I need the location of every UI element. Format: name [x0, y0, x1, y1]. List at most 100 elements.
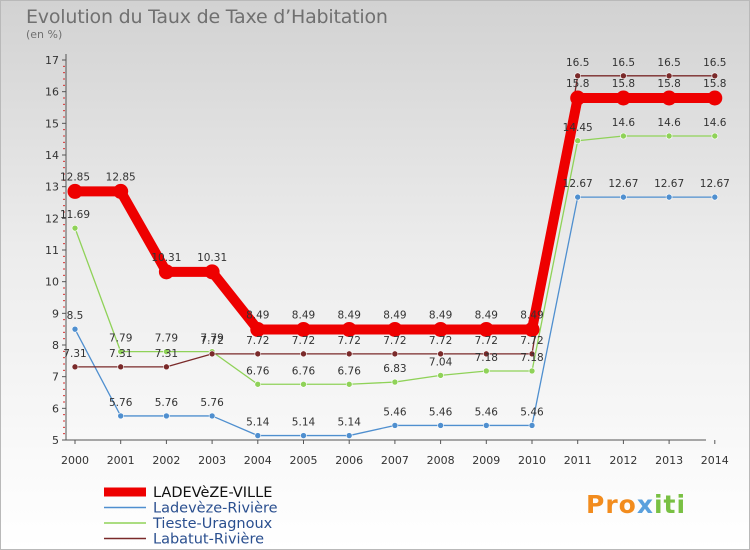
legend-label: Tieste-Uragnoux — [152, 516, 273, 532]
data-point — [528, 350, 536, 358]
data-point — [113, 183, 129, 199]
data-label: 7.31 — [155, 348, 178, 360]
data-point — [254, 432, 262, 439]
data-point — [437, 372, 444, 379]
data-label: 15.8 — [566, 78, 589, 90]
data-label: 10.31 — [151, 252, 181, 264]
chart-unit: (en %) — [26, 28, 63, 41]
data-point — [300, 350, 307, 358]
data-label: 8.49 — [383, 309, 406, 321]
data-point — [615, 90, 631, 106]
data-label: 6.76 — [338, 365, 362, 377]
y-tick-label: 10 — [45, 276, 59, 289]
data-point — [345, 350, 353, 358]
data-point — [71, 325, 79, 333]
data-point — [665, 193, 673, 201]
y-tick-label: 8 — [52, 339, 59, 352]
data-label: 7.72 — [246, 335, 269, 347]
data-label: 7.72 — [383, 335, 406, 347]
data-label: 5.46 — [383, 406, 407, 418]
series-line — [70, 93, 720, 335]
data-point — [71, 224, 79, 232]
data-label: 5.14 — [246, 417, 270, 429]
y-tick-label: 5 — [52, 434, 59, 447]
data-point — [433, 321, 449, 337]
x-tick-label: 2000 — [61, 454, 89, 467]
data-point — [345, 380, 353, 388]
data-point — [711, 193, 719, 201]
x-tick-label: 2006 — [335, 454, 363, 467]
data-point — [208, 412, 216, 420]
x-tick-label: 2008 — [427, 454, 455, 467]
data-point — [661, 90, 677, 106]
y-tick-label: 13 — [45, 181, 59, 194]
data-label: 8.49 — [292, 309, 315, 321]
data-point — [254, 380, 262, 388]
data-point — [711, 72, 719, 80]
data-point — [391, 378, 399, 386]
data-label: 5.46 — [475, 406, 499, 418]
data-label: 14.45 — [563, 122, 593, 134]
data-point — [300, 380, 307, 388]
data-point — [482, 367, 490, 375]
y-tick-label: 12 — [45, 212, 59, 225]
data-label: 12.67 — [654, 178, 684, 190]
data-label: 7.31 — [109, 348, 132, 360]
data-point — [117, 412, 124, 420]
data-label: 8.5 — [67, 310, 84, 322]
y-tick-label: 9 — [52, 307, 59, 320]
data-point — [387, 321, 403, 337]
data-label: 5.46 — [520, 406, 544, 418]
data-point — [528, 367, 536, 375]
data-label: 16.5 — [703, 57, 726, 69]
data-label: 12.67 — [700, 178, 730, 190]
data-label: 7.72 — [338, 335, 361, 347]
data-point — [208, 350, 216, 358]
data-point — [204, 264, 220, 280]
y-tick-label: 17 — [45, 54, 59, 67]
data-point — [574, 137, 582, 145]
logo-part-1: Pro — [586, 490, 637, 519]
y-tick-label: 11 — [45, 244, 59, 257]
data-label: 16.5 — [612, 57, 635, 69]
data-label: 6.76 — [292, 365, 316, 377]
data-point — [620, 193, 627, 201]
data-label: 5.76 — [109, 397, 133, 409]
data-label: 16.5 — [566, 57, 589, 69]
data-label: 14.6 — [703, 117, 727, 129]
data-point — [163, 363, 170, 371]
x-tick-label: 2013 — [655, 454, 683, 467]
logo-part-3: iti — [653, 490, 687, 519]
x-tick-label: 2010 — [518, 454, 546, 467]
data-point — [620, 72, 627, 80]
data-label: 5.76 — [155, 397, 179, 409]
data-point — [71, 363, 79, 371]
y-tick-label: 7 — [52, 371, 59, 384]
x-tick-label: 2001 — [107, 454, 135, 467]
data-label: 7.72 — [200, 335, 223, 347]
x-tick-label: 2007 — [381, 454, 409, 467]
data-label: 7.72 — [520, 335, 543, 347]
data-point — [524, 321, 540, 337]
data-label: 5.76 — [200, 397, 224, 409]
data-point — [163, 412, 170, 420]
x-tick-label: 2012 — [609, 454, 637, 467]
data-point — [574, 193, 582, 201]
data-label: 5.14 — [292, 417, 316, 429]
data-label: 7.04 — [429, 356, 453, 368]
data-label: 11.69 — [60, 209, 90, 221]
data-label: 7.72 — [475, 335, 498, 347]
data-point — [437, 422, 444, 429]
data-label: 8.49 — [338, 309, 361, 321]
legend-label: Labatut-Rivière — [153, 532, 264, 548]
legend-label: Ladevèze-Rivière — [153, 501, 278, 517]
chart-axes: 5 6 7 8 9 10 11 12 13 14 15 16 17 2000 2001 2002 2003 200… — [45, 54, 729, 467]
data-label: 7.31 — [63, 348, 86, 360]
data-label: 5.46 — [429, 406, 453, 418]
data-labels: 8.5 5.76 5.76 5.76 5.14 5.14 5.14 5.46 5.46 5.46 5… — [60, 57, 730, 429]
data-point — [482, 422, 490, 429]
data-label: 8.49 — [475, 309, 498, 321]
data-point — [528, 422, 536, 429]
data-label: 14.6 — [657, 117, 681, 129]
